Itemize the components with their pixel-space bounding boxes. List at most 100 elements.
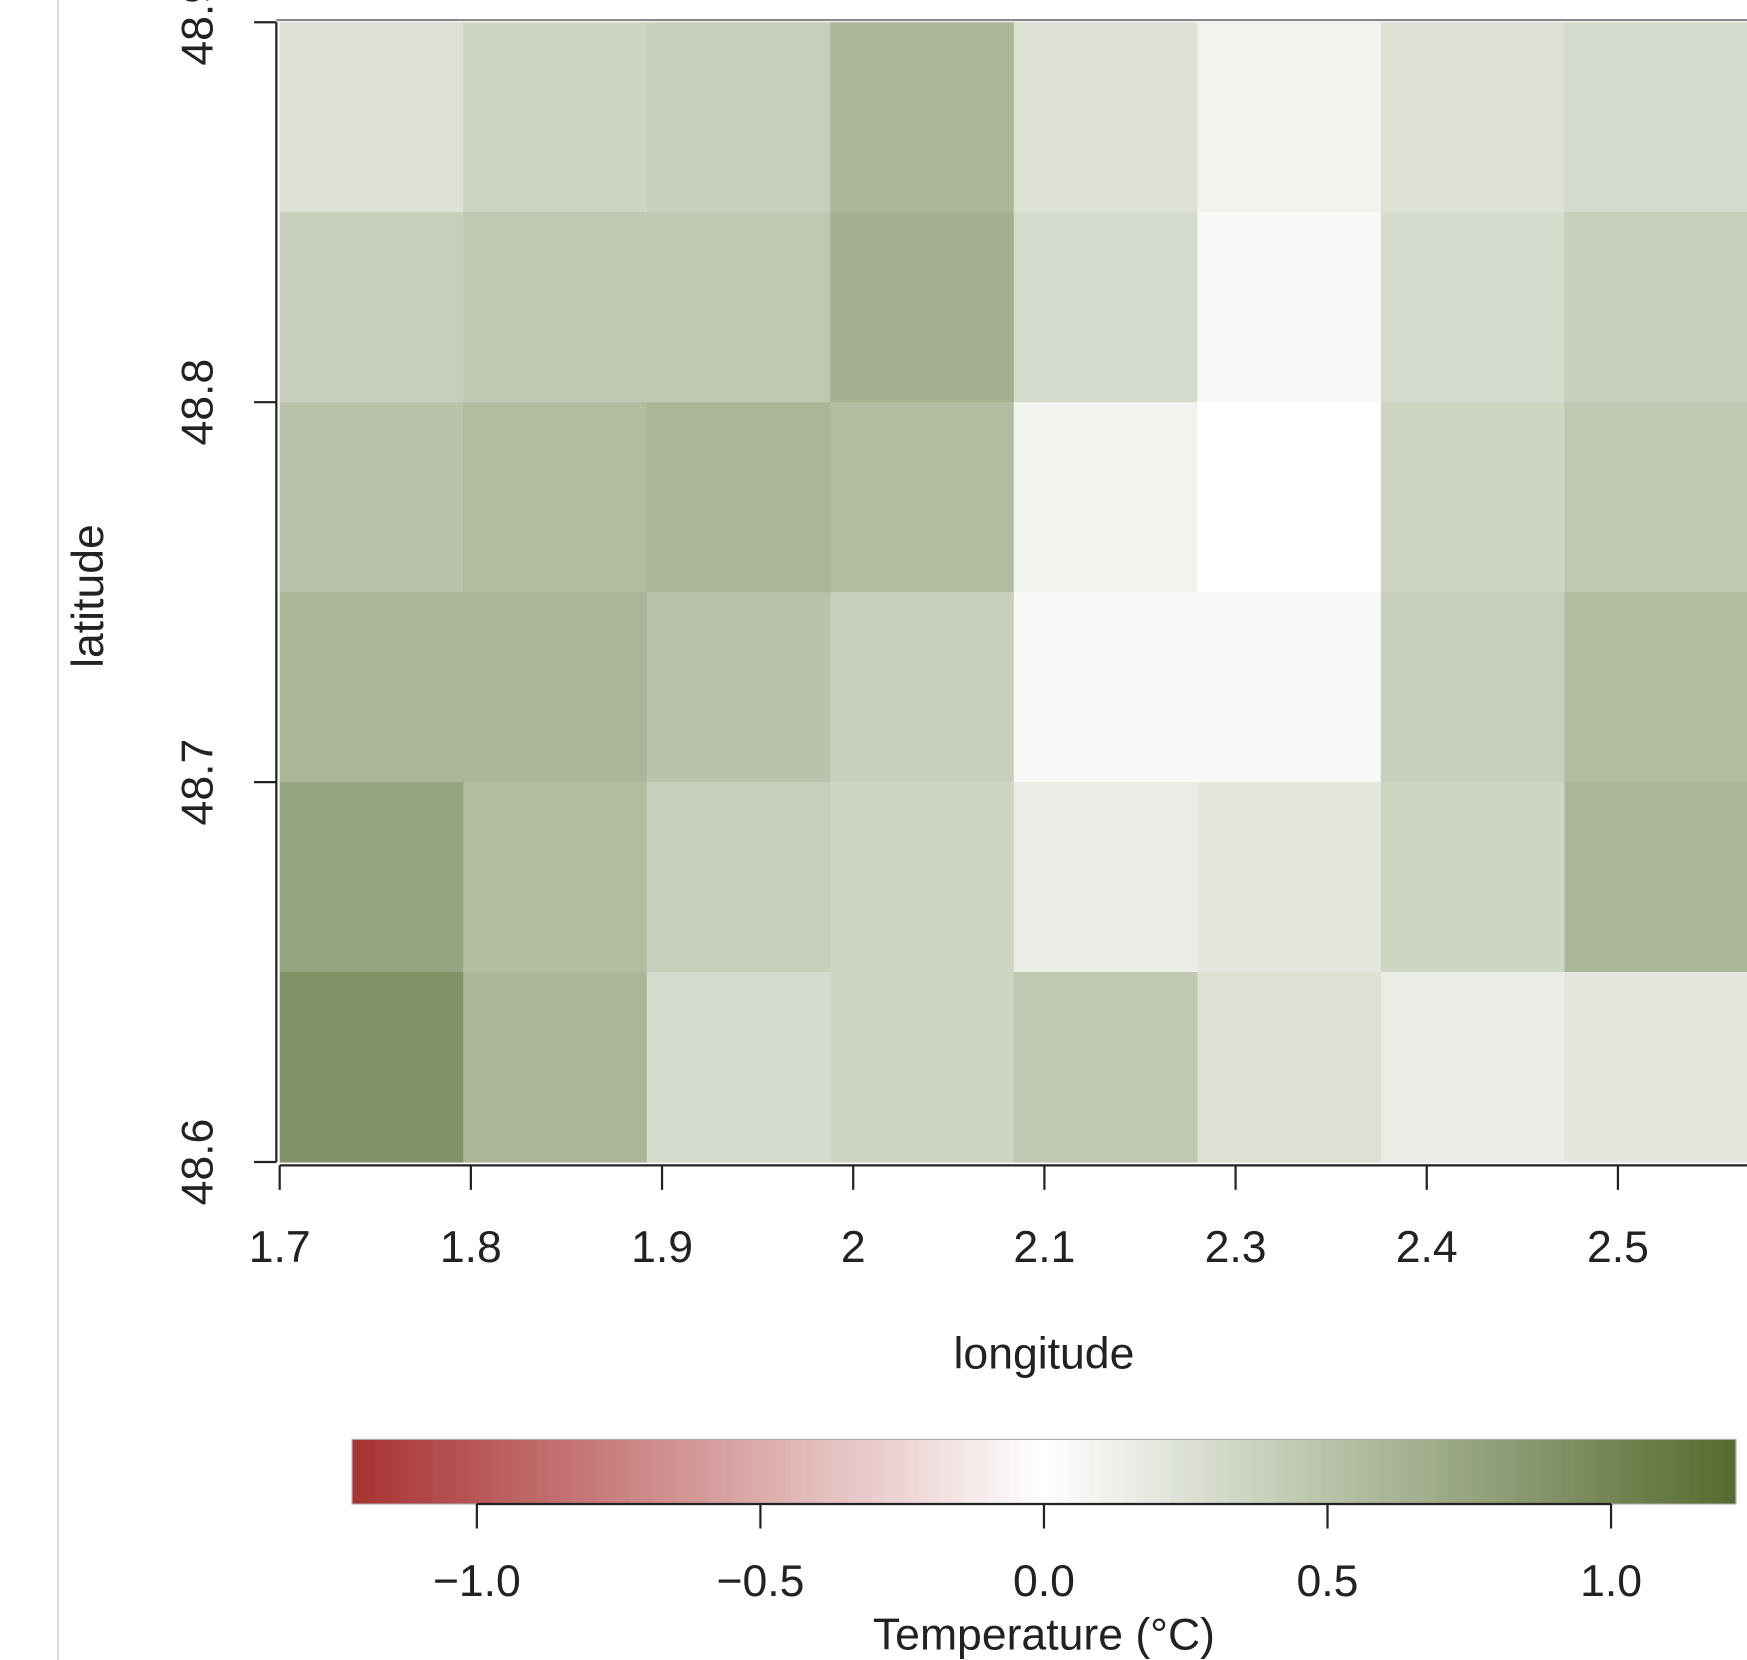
x-tick-label: 2.5 [1587,1223,1649,1272]
colorbar-stripe [709,1439,722,1505]
colorbar-stripe [1516,1439,1529,1505]
colorbar-stripe [894,1439,907,1505]
colorbar-stripe [444,1439,457,1505]
colorbar-stripe [1632,1439,1645,1505]
colorbar-stripe [824,1439,837,1505]
colorbar-stripe [1090,1439,1103,1505]
colorbar-stripe [1113,1439,1126,1505]
heat-cell [463,592,648,783]
colorbar-stripe [1666,1439,1679,1505]
colorbar-stripe [1124,1439,1137,1505]
heat-cell [1380,972,1565,1163]
colorbar-stripe [1505,1439,1518,1505]
x-tick-label: 1.8 [440,1223,502,1272]
colorbar-stripe [813,1439,826,1505]
colorbar-stripe [1043,1439,1057,1505]
colorbar-stripe [1228,1439,1241,1505]
heat-cell [463,22,648,213]
colorbar-stripe [548,1439,561,1505]
heat-cell [830,972,1015,1163]
colorbar-tick-label: −1.0 [433,1557,521,1606]
heat-cell [830,592,1015,783]
colorbar-stripe [352,1439,365,1505]
colorbar-stripe [1436,1439,1449,1505]
colorbar-stripe [628,1439,641,1505]
heat-cell [1564,22,1747,213]
colorbar-stripe [1205,1439,1218,1505]
colorbar-stripe [1482,1439,1495,1505]
colorbar-stripe [859,1439,872,1505]
heat-cell [1380,22,1565,213]
colorbar-stripe [1182,1439,1195,1505]
heat-cell [1197,782,1382,973]
colorbar-stripe [455,1439,468,1505]
colorbar-stripe [963,1439,976,1505]
colorbar-stripe [1655,1439,1668,1505]
colorbar-stripe [1159,1439,1172,1505]
colorbar-stripe [409,1439,422,1505]
colorbar-stripe [1078,1439,1091,1505]
colorbar-stripe [525,1439,538,1505]
colorbar-stripe [744,1439,757,1505]
x-tick-label: 1.7 [249,1223,311,1272]
heat-cell [279,782,464,973]
colorbar-stripe [1528,1439,1541,1505]
heat-cell [1013,212,1198,403]
colorbar-stripe [1032,1439,1045,1505]
y-tick-label: 48.6 [173,1119,222,1206]
heat-cell [279,22,464,213]
colorbar-stripe [1136,1439,1149,1505]
heat-cell [1564,782,1747,973]
colorbar-stripe [1020,1439,1033,1505]
colorbar-stripe [1343,1439,1356,1505]
colorbar-stripe [571,1439,584,1505]
colorbar-stripe [1251,1439,1264,1505]
colorbar-stripe [1424,1439,1437,1505]
colorbar-stripe [1724,1439,1737,1505]
heat-cell [830,22,1015,213]
y-tick-label: 48.7 [173,739,222,826]
colorbar-stripe [1147,1439,1160,1505]
colorbar-stripe [674,1439,688,1505]
colorbar-stripe [1389,1439,1402,1505]
colorbar-stripe [617,1439,630,1505]
colorbar-stripe [1701,1439,1714,1505]
colorbar-stripe [398,1439,411,1505]
heat-cell [1013,782,1198,973]
colorbar-stripe [1055,1439,1068,1505]
colorbar-stripe [1170,1439,1183,1505]
heat-cell [646,782,831,973]
colorbar-stripe [1689,1439,1702,1505]
colorbar-stripe [605,1439,618,1505]
colorbar-tick-label: 1.0 [1580,1557,1642,1606]
colorbar-stripe [986,1439,999,1505]
colorbar-stripe [1193,1439,1206,1505]
colorbar-stripe [1366,1439,1379,1505]
heat-cell [1013,402,1198,593]
colorbar-tick-label: 0.5 [1297,1557,1359,1606]
colorbar-stripe [974,1439,987,1505]
heat-cell [1197,972,1382,1163]
colorbar-stripe [790,1439,803,1505]
heat-cell [1013,592,1198,783]
heat-cell [646,212,831,403]
colorbar-stripe [778,1439,791,1505]
heat-cell [1197,212,1382,403]
colorbar-stripe [1551,1439,1564,1505]
x-tick-label: 2.3 [1205,1223,1267,1272]
colorbar-stripe [698,1439,711,1505]
heat-cell [1013,972,1198,1163]
colorbar-stripe [663,1439,676,1505]
heat-cell [830,212,1015,403]
colorbar-stripe [1332,1439,1345,1505]
heat-cell [1013,22,1198,213]
heat-cell [1380,212,1565,403]
colorbar-stripe [1493,1439,1506,1505]
colorbar-stripe [363,1439,376,1505]
colorbar-stripe [870,1439,884,1505]
colorbar-stripe [375,1439,388,1505]
colorbar-stripe [1101,1439,1114,1505]
colorbar-stripe [1355,1439,1368,1505]
x-tick-label: 2.1 [1013,1223,1075,1272]
